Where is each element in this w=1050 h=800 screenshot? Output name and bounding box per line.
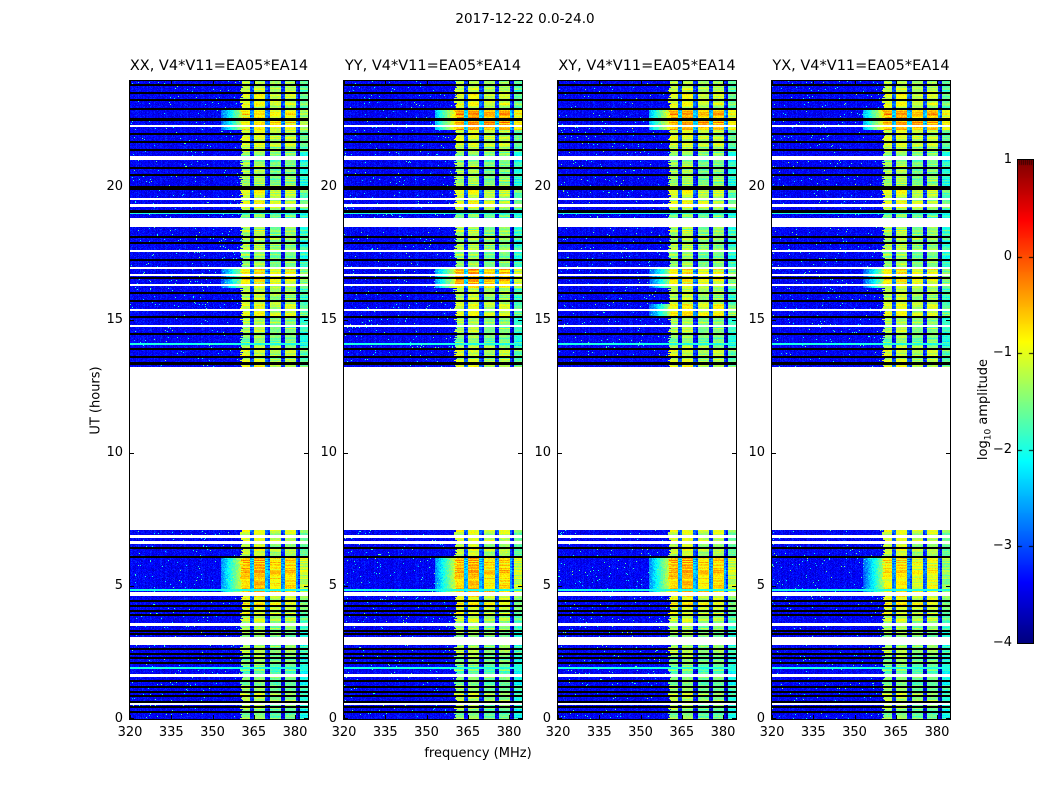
- y-tick-label: 10: [320, 445, 337, 461]
- spectrogram-canvas-yx: [772, 81, 950, 719]
- y-tick-label: 20: [106, 179, 123, 195]
- x-tick-label: 365: [883, 725, 909, 740]
- y-tick-label: 10: [748, 445, 765, 461]
- y-tick-label: 15: [320, 312, 337, 328]
- colorbar-tick-label: 1: [1003, 152, 1012, 167]
- y-axis-label: UT (hours): [88, 366, 104, 435]
- x-tick-label: 320: [331, 725, 357, 740]
- y-tick-label: 15: [534, 312, 551, 328]
- y-tick-label: 5: [542, 578, 551, 594]
- y-tick-label: 10: [106, 445, 123, 461]
- colorbar-label-prefix: log: [976, 440, 991, 461]
- colorbar-canvas: [1018, 160, 1033, 643]
- y-tick-label: 15: [106, 312, 123, 328]
- axes-frame: [771, 80, 951, 720]
- y-tick-label: 0: [114, 711, 123, 726]
- y-tick-label: 5: [756, 578, 765, 594]
- colorbar-tick-label: −2: [992, 441, 1012, 457]
- x-tick-label: 380: [710, 725, 736, 740]
- x-tick-label: 320: [759, 725, 785, 740]
- figure-title: 2017-12-22 0.0-24.0: [455, 11, 595, 27]
- y-tick-label: 10: [534, 445, 551, 461]
- x-tick-label: 365: [241, 725, 267, 740]
- x-tick-label: 350: [414, 725, 439, 740]
- y-tick-label: 20: [320, 179, 337, 195]
- panel-title-xx: XX, V4*V11=EA05*EA14: [129, 58, 309, 74]
- panel-title-xy: XY, V4*V11=EA05*EA14: [558, 58, 736, 74]
- panel-xx: XX, V4*V11=EA05*EA14 320 335 350 365 380 0 5 10…: [106, 58, 309, 740]
- x-tick-label: 335: [800, 725, 826, 740]
- axes-frame: [343, 80, 523, 720]
- x-tick-label: 380: [924, 725, 950, 740]
- axes-frame: [557, 80, 737, 720]
- y-tick-label: 0: [542, 711, 551, 726]
- panel-title-yx: YX, V4*V11=EA05*EA14: [772, 58, 950, 74]
- x-tick-label: 380: [282, 725, 308, 740]
- colorbar-frame: [1017, 159, 1034, 644]
- y-tick-label: 15: [748, 312, 765, 328]
- x-tick-label: 335: [586, 725, 612, 740]
- spectrogram-canvas-xx: [130, 81, 308, 719]
- colorbar-tick-label: −3: [992, 538, 1012, 554]
- panel-title-yy: YY, V4*V11=EA05*EA14: [344, 58, 522, 74]
- colorbar-label-subscript: 10: [983, 428, 994, 441]
- x-tick-label: 320: [545, 725, 571, 740]
- y-tick-label: 20: [748, 179, 765, 195]
- colorbar-tick-label: −4: [992, 635, 1012, 650]
- x-tick-label: 335: [372, 725, 398, 740]
- y-tick-label: 20: [534, 179, 551, 195]
- axes-frame: [129, 80, 309, 720]
- colorbar-tick-label: 0: [1003, 248, 1012, 264]
- x-tick-label: 335: [158, 725, 184, 740]
- panel-yx: YX, V4*V11=EA05*EA14 320 335 350 365 380 0 5 10…: [748, 58, 951, 740]
- x-tick-label: 350: [628, 725, 653, 740]
- x-tick-label: 350: [842, 725, 867, 740]
- y-tick-label: 5: [328, 578, 337, 594]
- x-axis-label: frequency (MHz): [424, 746, 532, 761]
- colorbar-tick-label: −1: [992, 345, 1012, 361]
- x-tick-label: 350: [200, 725, 225, 740]
- x-tick-label: 365: [455, 725, 481, 740]
- y-tick-label: 0: [756, 711, 765, 726]
- colorbar: 1 0 −1 −2 −3 −4: [993, 152, 1050, 659]
- colorbar-label-suffix: amplitude: [976, 358, 991, 429]
- y-tick-label: 0: [328, 711, 337, 726]
- x-tick-label: 380: [496, 725, 522, 740]
- panel-xy: XY, V4*V11=EA05*EA14 320 335 350 365 380 0 5 10…: [534, 58, 737, 740]
- spectrogram-canvas-yy: [344, 81, 522, 719]
- y-tick-label: 5: [114, 578, 123, 594]
- panel-yy: YY, V4*V11=EA05*EA14 320 335 350 365 380 0 5 10…: [320, 58, 523, 740]
- spectrogram-canvas-xy: [558, 81, 736, 719]
- x-tick-label: 320: [117, 725, 143, 740]
- colorbar-label: log10 amplitude: [976, 339, 994, 480]
- x-tick-label: 365: [669, 725, 695, 740]
